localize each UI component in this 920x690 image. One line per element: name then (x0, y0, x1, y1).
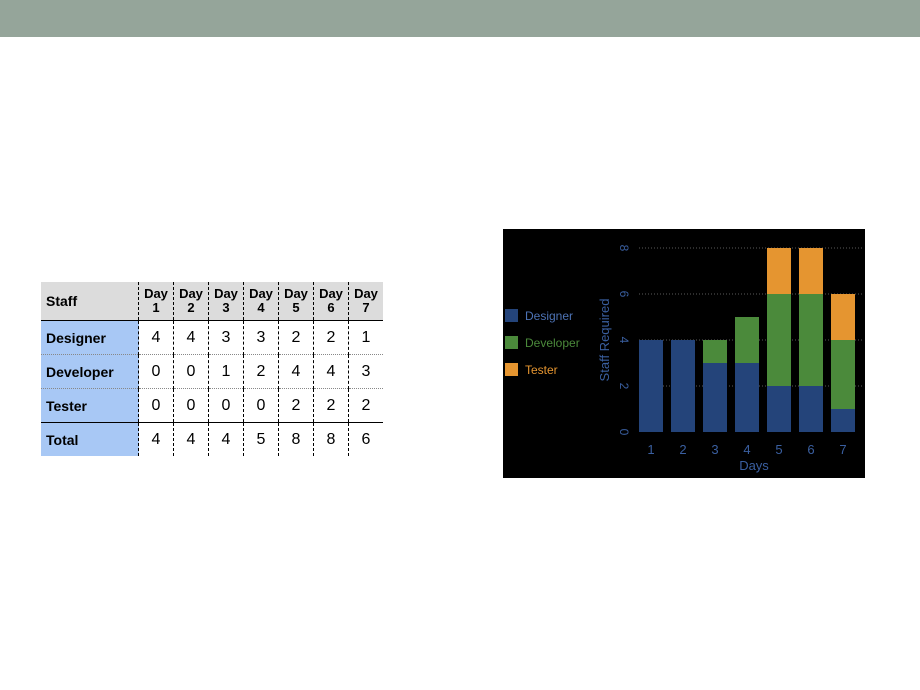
table-header-day: Day 1 (138, 282, 174, 321)
table-cell: 1 (348, 320, 383, 355)
table-cell: 3 (348, 354, 383, 389)
table-row: Designer 4 4 3 3 2 2 1 (41, 320, 383, 355)
table-cell: 2 (278, 320, 314, 355)
table-row-label: Developer (41, 354, 139, 389)
table-cell: 1 (208, 354, 244, 389)
bar-designer (639, 340, 663, 432)
bar-designer (767, 386, 791, 432)
table-cell: 3 (243, 320, 279, 355)
table-cell: 4 (313, 354, 349, 389)
table-cell: 2 (348, 388, 383, 423)
table-cell: 0 (173, 354, 209, 389)
y-tick-label: 0 (617, 429, 631, 436)
y-tick-label: 8 (617, 245, 631, 252)
table-cell: 8 (313, 422, 349, 456)
x-tick-label: 5 (775, 442, 782, 457)
chart-canvas: 0 2 4 6 8 1 2 3 4 5 6 7 Days Staff Required Designer De… (505, 245, 863, 473)
x-tick-label: 3 (711, 442, 718, 457)
table-row-label: Total (41, 422, 139, 456)
table-cell: 0 (138, 388, 174, 423)
x-tick-label: 4 (743, 442, 750, 457)
legend-swatch (505, 309, 518, 322)
x-tick-label: 2 (679, 442, 686, 457)
bar-developer (831, 340, 855, 409)
slide-title-bar (0, 0, 920, 37)
table-header-day: Day 7 (348, 282, 383, 321)
bar-tester (767, 248, 791, 294)
table-cell: 5 (243, 422, 279, 456)
legend-swatch (505, 336, 518, 349)
legend-swatch (505, 363, 518, 376)
table-header-row: Staff Day 1 Day 2 Day 3 Day 4 Day 5 Day 6 Day 7 (41, 282, 383, 321)
stacked-bar-chart: 0 2 4 6 8 1 2 3 4 5 6 7 Days Staff Required Designer De… (503, 229, 865, 478)
table-header-staff: Staff (41, 282, 139, 321)
table-cell: 0 (138, 354, 174, 389)
table-cell: 3 (208, 320, 244, 355)
bar-tester (831, 294, 855, 340)
bar-designer (735, 363, 759, 432)
table-header-day: Day 2 (173, 282, 209, 321)
table-cell: 0 (208, 388, 244, 423)
x-tick-label: 1 (647, 442, 654, 457)
table-cell: 4 (138, 422, 174, 456)
bar-developer (735, 317, 759, 363)
table-row: Developer 0 0 1 2 4 4 3 (41, 354, 383, 389)
x-axis-label: Days (739, 458, 769, 473)
y-axis-label: Staff Required (597, 299, 612, 382)
table-cell: 4 (173, 320, 209, 355)
table-cell: 8 (278, 422, 314, 456)
bar-designer (671, 340, 695, 432)
table-cell: 4 (173, 422, 209, 456)
legend-entry: Developer (525, 336, 580, 350)
y-tick-label: 2 (617, 383, 631, 390)
staff-table: Staff Day 1 Day 2 Day 3 Day 4 Day 5 Day 6 Day 7… (41, 282, 383, 456)
table-cell: 6 (348, 422, 383, 456)
table-row-label: Tester (41, 388, 139, 423)
table-row: Total 4 4 4 5 8 8 6 (41, 422, 383, 456)
bar-tester (799, 248, 823, 294)
x-tick-label: 7 (839, 442, 846, 457)
table-header-day: Day 3 (208, 282, 244, 321)
table-cell: 2 (278, 388, 314, 423)
table-cell: 0 (173, 388, 209, 423)
legend-entry: Designer (525, 309, 573, 323)
bar-designer (799, 386, 823, 432)
y-tick-label: 6 (617, 291, 631, 298)
table-row: Tester 0 0 0 0 2 2 2 (41, 388, 383, 423)
bar-developer (799, 294, 823, 386)
bar-developer (703, 340, 727, 363)
table-header-day: Day 4 (243, 282, 279, 321)
table-cell: 4 (138, 320, 174, 355)
x-tick-label: 6 (807, 442, 814, 457)
table-cell: 2 (313, 388, 349, 423)
table-row-label: Designer (41, 320, 139, 355)
table-cell: 0 (243, 388, 279, 423)
y-tick-label: 4 (617, 337, 631, 344)
bar-designer (831, 409, 855, 432)
table-header-day: Day 5 (278, 282, 314, 321)
table-cell: 4 (278, 354, 314, 389)
table-cell: 2 (243, 354, 279, 389)
bar-developer (767, 294, 791, 386)
table-cell: 2 (313, 320, 349, 355)
legend-entry: Tester (525, 363, 558, 377)
bar-designer (703, 363, 727, 432)
table-cell: 4 (208, 422, 244, 456)
table-header-day: Day 6 (313, 282, 349, 321)
